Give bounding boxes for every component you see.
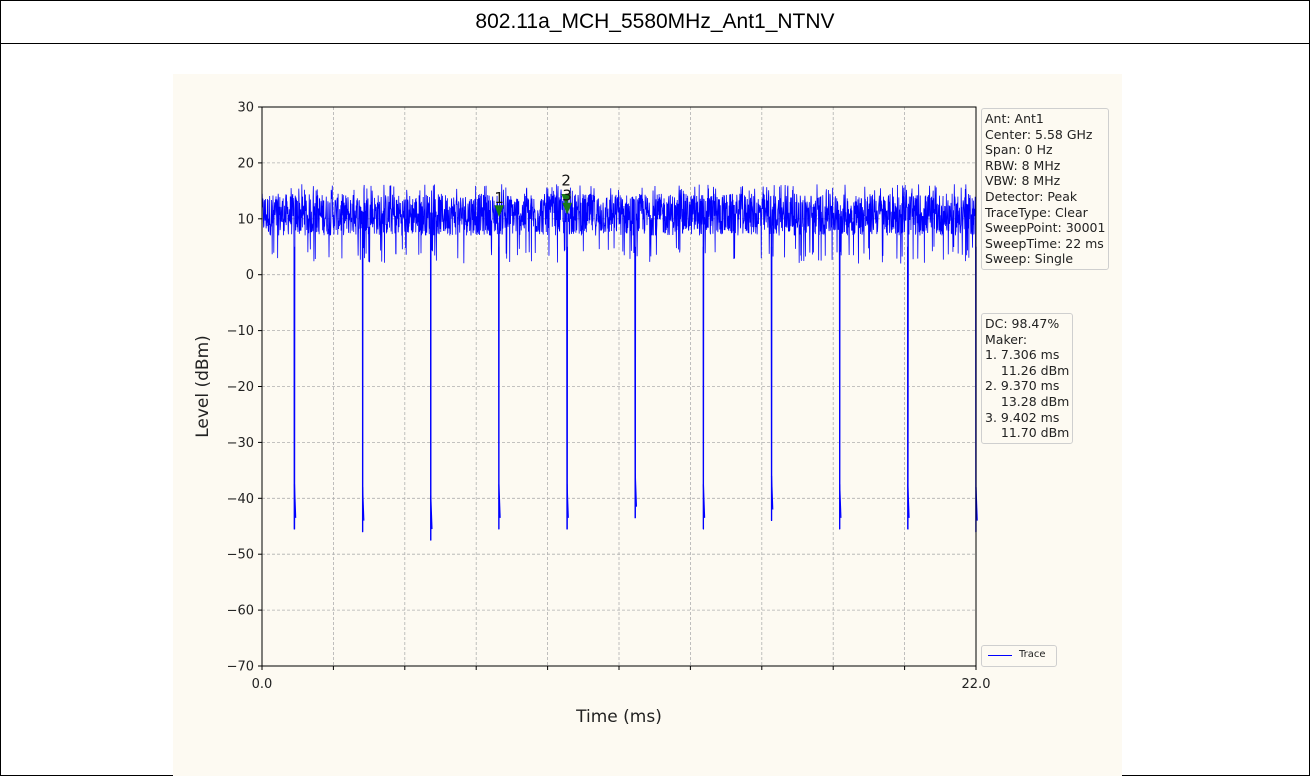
trace-dip-edge [293,484,297,518]
y-tick-label: −70 [227,660,254,675]
marker-2-label: 2 [561,171,571,189]
settings-info-box: Ant: Ant1 Center: 5.58 GHz Span: 0 Hz RBW: … [981,108,1110,270]
trace-dip-edge [362,487,365,521]
y-tick-label: 0 [246,268,254,283]
y-tick-label: −30 [227,436,254,451]
marker-info-line: 1. 7.306 ms [985,347,1060,363]
legend-trace-label: Trace [1019,649,1046,660]
marker-info-box: DC: 98.47% Maker: 1. 7.306 ms 11.26 dBm 2. … [981,313,1074,444]
y-tick-label: 20 [237,156,254,171]
x-axis-label: Time (ms) [575,707,662,727]
trace-dip-edge [907,484,910,518]
y-tick-label: −10 [227,324,254,339]
y-tick-label: −60 [227,604,254,619]
settings-line: Ant: Ant1 [985,111,1044,126]
y-tick-label: 10 [237,212,254,227]
marker-1-label: 1 [494,189,504,207]
settings-line: VBW: 8 MHz [985,173,1061,189]
marker-info-line: 11.70 dBm [985,425,1070,441]
legend: Trace [981,645,1057,667]
marker-3-icon [562,202,572,215]
y-tick-label: −50 [227,548,254,563]
trace-dip-edge [498,484,501,518]
marker-info-line: Maker: [985,331,1028,347]
x-tick-label: 0.0 [252,677,273,692]
settings-line: SweepPoint: 30001 [985,220,1106,236]
trace-dip-edge [634,473,638,507]
y-tick-label: −20 [227,380,254,395]
trace-dip-edge [430,495,433,530]
trace-line [261,184,977,541]
y-tick-label: −40 [227,492,254,507]
settings-line: Span: 0 Hz [985,142,1053,158]
trace-dip-edge [770,475,774,510]
marker-2-icon [561,193,571,206]
settings-line: TraceType: Clear [985,204,1088,220]
settings-line: Sweep: Single [985,251,1074,267]
marker-1-icon [494,205,504,218]
marker-info-line: 3. 9.402 ms [985,409,1060,425]
trace-dip-edge [702,484,706,518]
marker-info-line: 11.26 dBm [985,362,1070,378]
trace-dip-edge [839,484,842,518]
x-tick-label: 22.0 [962,677,991,692]
trace-dip-edge [566,484,569,518]
y-axis-label: Level (dBm) [193,335,213,438]
settings-line: Detector: Peak [985,188,1078,204]
y-tick-label: 30 [237,101,254,116]
settings-line: RBW: 8 MHz [985,157,1061,173]
legend-trace-swatch [988,655,1012,656]
marker-info-line: DC: 98.47% [985,316,1060,331]
settings-line: SweepTime: 22 ms [985,235,1104,251]
marker-info-line: 2. 9.370 ms [985,378,1060,394]
settings-line: Center: 5.58 GHz [985,126,1093,142]
marker-info-line: 13.28 dBm [985,393,1070,409]
marker-3-label: 3 [562,186,572,204]
page-title: 802.11a_MCH_5580MHz_Ant1_NTNV [1,1,1309,44]
